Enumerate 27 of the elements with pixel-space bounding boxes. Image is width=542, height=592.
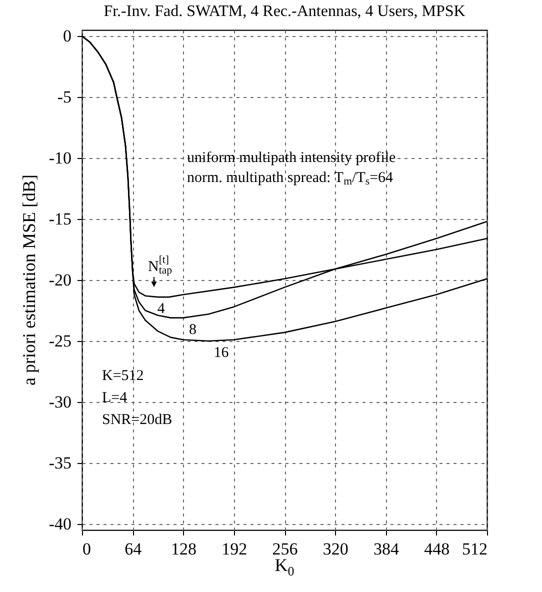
x-tick-label: 384 xyxy=(374,540,400,558)
annotation: uniform multipath intensity profile xyxy=(187,150,396,166)
y-tick-label: -35 xyxy=(48,453,72,472)
x-tick-label: 0 xyxy=(82,540,91,558)
annotation: 16 xyxy=(214,344,230,361)
annotation: K=512 xyxy=(102,368,144,384)
y-tick-label: 0 xyxy=(63,26,72,46)
chart-title: Fr.-Inv. Fad. SWATM, 4 Rec.-Antennas, 4 Users, MPSK xyxy=(104,3,466,20)
x-tick-label: 512 xyxy=(462,540,488,558)
y-tick-label: -40 xyxy=(48,514,72,534)
x-tick-label: 128 xyxy=(171,540,196,558)
x-tick-label: 320 xyxy=(322,540,348,558)
annotation: 4 xyxy=(157,301,166,318)
y-tick-label: -15 xyxy=(48,210,72,229)
x-tick-label: 64 xyxy=(124,540,142,558)
x-tick-label: 256 xyxy=(272,540,298,558)
annotation: SNR=20dB xyxy=(102,412,172,428)
x-tick-label: 192 xyxy=(222,540,248,558)
y-tick-label: -20 xyxy=(48,270,72,290)
y-tick-label: -30 xyxy=(48,392,72,412)
y-tick-label: -25 xyxy=(48,331,72,350)
y-tick-label: -10 xyxy=(48,148,72,168)
y-axis-title: a priori estimation MSE [dB] xyxy=(19,174,39,386)
x-tick-label: 448 xyxy=(424,540,450,558)
annotation: 8 xyxy=(188,322,196,338)
annotation: L=4 xyxy=(102,390,128,406)
y-tick-label: -5 xyxy=(57,88,72,107)
